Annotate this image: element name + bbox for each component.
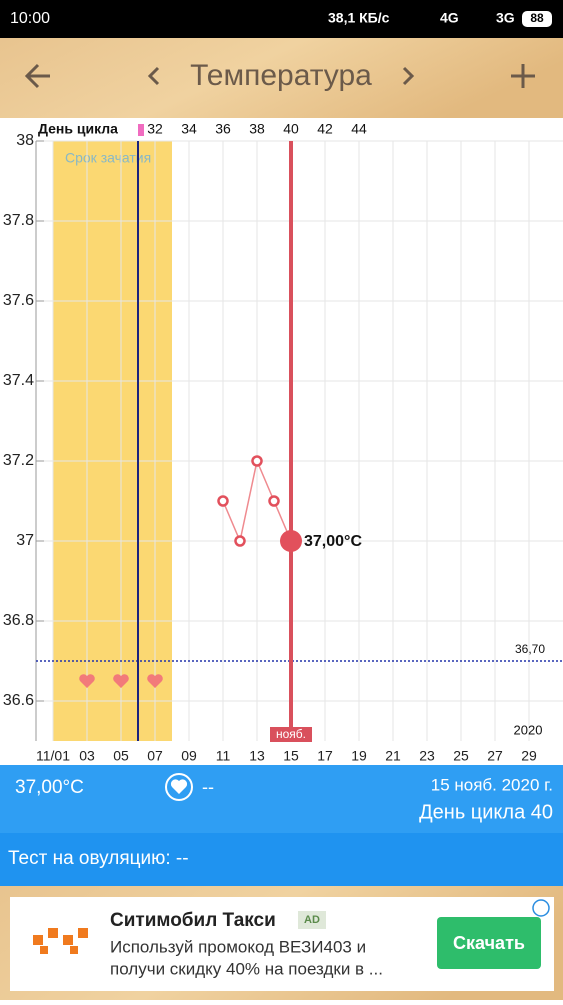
y-tick-label: 38 [16,132,34,149]
time: 10:00 [10,10,50,27]
ad-text: Используй промокод ВЕЗИ403 и [110,937,366,956]
ad-button[interactable] [437,917,541,969]
ad-button-label: Скачать [453,933,525,953]
cycle-day-tick: 42 [317,121,333,137]
cycle-day-tick: 44 [351,121,367,137]
battery-icon [522,11,552,27]
prev-button[interactable] [147,66,160,86]
cycle-day-tick: 32 [147,121,163,137]
current-label: 37,00°C [304,533,362,550]
x-tick-label: 13 [249,748,265,764]
ad-logo [33,928,88,954]
year-label: 2020 [514,722,543,737]
summary-intercourse: -- [202,777,214,797]
temperature-point [268,495,280,507]
temperature-point [217,495,229,507]
ovulation-test-bar[interactable] [0,833,563,886]
summary-cycle-day: День цикла 40 [419,801,553,823]
x-tick-label: 17 [317,748,333,764]
x-tick-label: 21 [385,748,401,764]
y-tick-label: 37.2 [3,452,34,469]
x-tick-label: 25 [453,748,469,764]
y-tick-label: 37.4 [3,372,34,389]
ad-info[interactable] [532,899,550,917]
coverline-label: 36,70 [515,642,545,656]
x-tick-label: 19 [351,748,367,764]
battery: 88 [530,11,544,25]
speed: 38,1 КБ/с [328,10,390,26]
x-tick-label: 27 [487,748,503,764]
summary-temperature: 37,00°C [15,777,84,798]
temperature-point [251,455,263,467]
cycle-day-label: День цикла [38,121,118,137]
heart [113,674,129,688]
cycle-day-tick: 38 [249,121,265,137]
cycle-day-marker [138,124,144,136]
summary-date: 15 нояб. 2020 г. [431,775,553,794]
network: 3G [496,10,515,26]
heart [79,674,95,688]
ad-text: получи скидку 40% на поездки в ... [110,959,383,978]
heart-icon [170,779,188,794]
x-tick-label: 29 [521,748,537,764]
y-tick-label: 37 [16,532,34,549]
header-title: Температура [190,59,372,92]
cycle-day-tick: 36 [215,121,231,137]
ad-title: Ситимобил Такси [110,910,276,931]
cycle-day-tick: 34 [181,121,197,137]
header [0,38,563,118]
ad-badge-bg [298,911,326,929]
status-bar [0,0,563,38]
x-tick-label: 11 [216,748,231,764]
add-button[interactable] [511,64,535,88]
x-tick-label: 15 [283,748,299,764]
cycle-day-tick: 40 [283,121,299,137]
ad-badge: AD [304,914,320,926]
temperature-point [234,535,246,547]
today-label-bg [270,727,312,742]
ovulation-test: Тест на овуляцию: -- [8,848,189,869]
next-button[interactable] [402,66,415,86]
x-tick-label: 11/01 [36,748,70,764]
current-point [280,530,302,552]
heart-button[interactable] [165,773,193,801]
x-tick-label: 03 [79,748,95,764]
back-button[interactable] [24,63,50,89]
summary-bar [0,765,563,833]
heart [147,674,163,688]
y-tick-label: 36.8 [3,612,34,629]
fertile-window [53,141,172,741]
today-label: нояб. [276,727,306,741]
y-tick-label: 37.6 [3,292,34,309]
y-tick-label: 36.6 [3,692,34,709]
x-tick-label: 05 [113,748,129,764]
x-tick-label: 09 [181,748,197,764]
y-tick-label: 37.8 [3,212,34,229]
x-tick-label: 07 [147,748,163,764]
x-tick-label: 23 [419,748,435,764]
network: 4G [440,10,459,26]
